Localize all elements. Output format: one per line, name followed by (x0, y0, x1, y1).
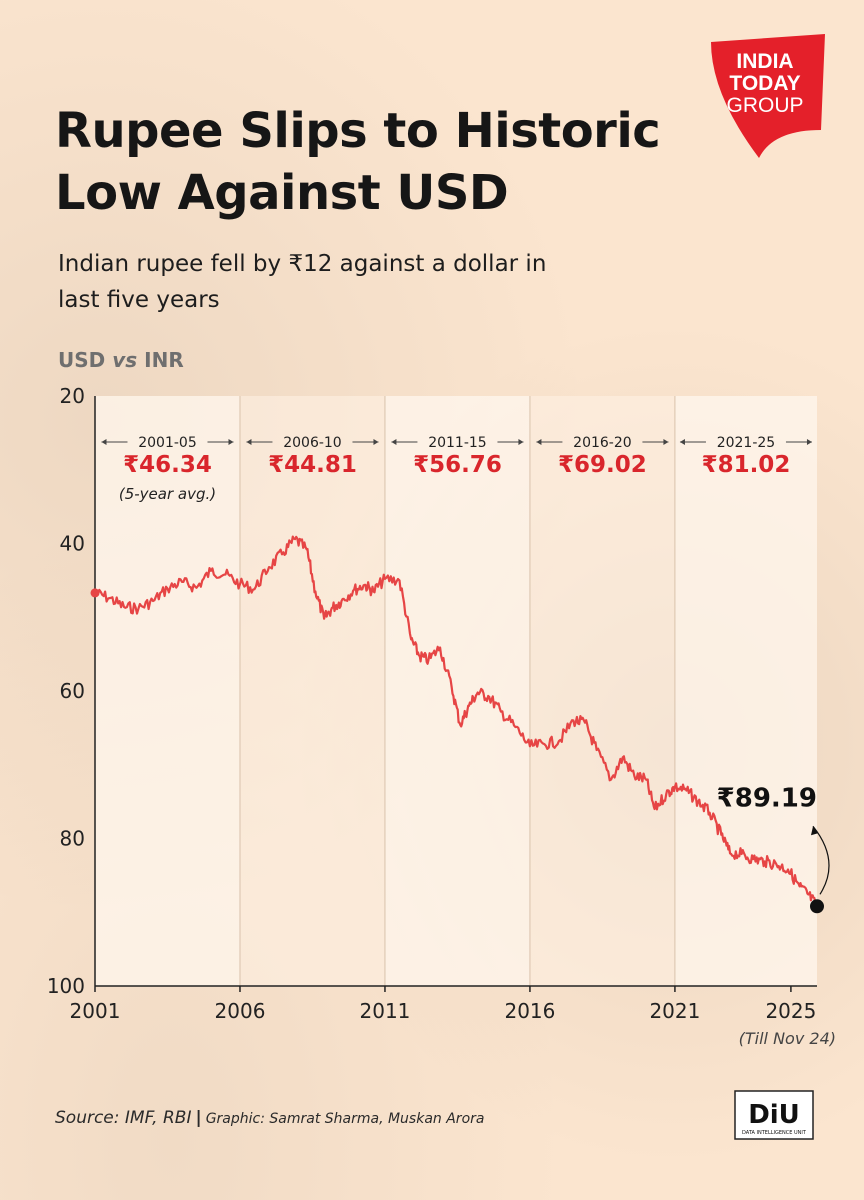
series-end-point (810, 899, 824, 914)
y-tick-label: 60 (60, 679, 85, 703)
period-arrowhead-right (663, 439, 669, 445)
period-range-label: 2001-05 (138, 435, 197, 451)
page-subtitle: Indian rupee fell by ₹12 against a dolla… (58, 251, 547, 313)
period-average-label: ₹44.81 (268, 452, 357, 478)
period-band (95, 396, 240, 986)
logo-line-3: GROUP (726, 94, 803, 117)
chart-title-vs: vs (112, 348, 138, 372)
period-arrowhead-right (228, 439, 234, 445)
period-arrowhead-left (101, 439, 107, 445)
period-arrowhead-left (536, 439, 542, 445)
x-tick-label: 2011 (360, 999, 411, 1023)
period-average-label: ₹46.34 (123, 452, 212, 478)
period-average-label: ₹81.02 (702, 452, 791, 478)
diu-logo-text: DiU (748, 1100, 800, 1130)
graphic-credit: Graphic: Samrat Sharma, Muskan Arora (205, 1111, 485, 1127)
period-note-label: (5-year avg.) (119, 485, 216, 503)
last-value-arrowhead (811, 826, 818, 836)
period-arrowhead-right (373, 439, 379, 445)
period-arrowhead-left (679, 439, 685, 445)
period-band (674, 396, 817, 986)
diu-logo-subtext: DATA INTELLIGENCE UNIT (742, 1130, 807, 1136)
page-title: Rupee Slips to Historic Low Against USD (55, 103, 661, 221)
period-average-label: ₹69.02 (558, 452, 647, 478)
x-axis-note: (Till Nov 24) (739, 1029, 836, 1048)
plot-area (95, 396, 817, 986)
period-arrowhead-right (806, 439, 812, 445)
series-start-point (90, 588, 100, 598)
source-label: Source: IMF, RBI (55, 1108, 192, 1128)
period-range-label: 2011-15 (428, 435, 487, 451)
period-range-label: 2006-10 (283, 435, 342, 451)
x-tick-label: 2016 (504, 999, 555, 1023)
chart-title-usd: USD (58, 348, 106, 372)
period-range-label: 2021-25 (717, 435, 776, 451)
x-tick-label: 2006 (215, 999, 266, 1023)
logo-line-1: INDIA (736, 50, 793, 73)
x-tick-label: 2001 (70, 999, 121, 1023)
usd-inr-series-line (94, 535, 819, 907)
period-band (384, 396, 530, 986)
period-range-label: 2016-20 (573, 435, 632, 451)
period-arrowhead-right (518, 439, 524, 445)
y-tick-label: 100 (47, 974, 85, 998)
logo-shape (711, 34, 825, 158)
usd-inr-line-chart: 2001-05₹46.34 (5-year avg.) 2006-10₹44.81 2… (47, 384, 836, 1048)
chart-title-inr: INR (144, 348, 184, 372)
x-tick-label: 2025 (765, 999, 816, 1023)
y-tick-label: 20 (60, 384, 85, 408)
diu-logo: DiU DATA INTELLIGENCE UNIT (734, 1090, 814, 1140)
period-arrowhead-left (391, 439, 397, 445)
x-tick-label: 2021 (649, 999, 700, 1023)
last-value-label: ₹89.19 (717, 783, 817, 813)
y-tick-label: 40 (60, 532, 85, 556)
india-today-group-logo: INDIA TODAY GROUP (701, 34, 829, 158)
chart-title: USD vs INR (58, 348, 184, 372)
source-credit: Source: IMF, RBI | Graphic: Samrat Sharma,… (55, 1108, 485, 1128)
period-arrowhead-left (246, 439, 252, 445)
period-average-label: ₹56.76 (413, 452, 502, 478)
last-value-arrow (812, 825, 830, 895)
y-tick-label: 80 (60, 827, 85, 851)
logo-line-2: TODAY (729, 72, 800, 95)
